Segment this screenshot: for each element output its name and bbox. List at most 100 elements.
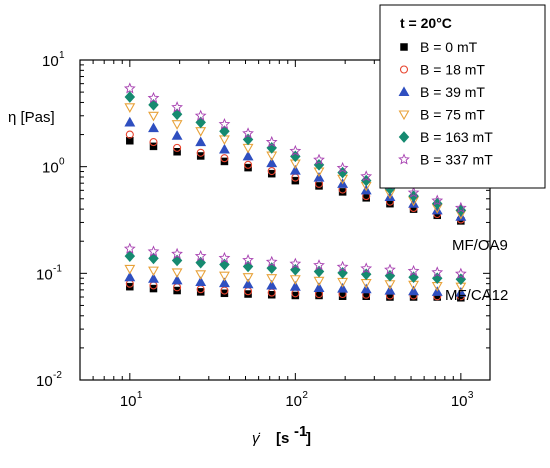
data-point-mf-ca12-triangle-up — [408, 285, 420, 296]
data-point-mf-ca12-star — [431, 266, 444, 278]
legend-label: B = 163 mT — [420, 129, 493, 145]
data-point-mf-ca12-triangle-up — [171, 274, 183, 285]
x-axis-label: γ̇ [s -1 ] — [252, 423, 311, 447]
data-point-mf-oa9-star — [431, 194, 444, 206]
data-point-mf-oa9-triangle-up — [455, 211, 467, 221]
x-tick-label-exp: 3 — [468, 390, 474, 401]
data-point-mf-oa9-star — [147, 91, 160, 104]
data-point-mf-ca12-star — [360, 262, 373, 274]
data-point-mf-oa9-star — [218, 118, 231, 130]
data-point-mf-ca12-triangle-up — [242, 278, 254, 289]
legend-label: B = 0 mT — [420, 39, 478, 55]
legend-label: B = 337 mT — [420, 152, 493, 168]
axis-ticks: 10 1 10 2 10 310 -210 -110 010 1 — [36, 50, 490, 410]
data-point-mf-oa9-square — [338, 188, 347, 196]
data-point-mf-oa9-star — [123, 82, 136, 94]
x-tick-label: 10 — [120, 393, 137, 410]
data-point-mf-oa9-triangle-up — [408, 198, 420, 208]
data-point-mf-ca12-diamond — [219, 258, 230, 271]
legend: t = 20°C B = 0 mT B = 18 mT B = 39 mT B = 7… — [379, 4, 546, 189]
data-point-mf-oa9-circle — [220, 154, 229, 163]
data-point-mf-ca12-star — [313, 259, 325, 271]
data-point-mf-ca12-star — [384, 263, 396, 275]
data-point-mf-oa9-square — [315, 182, 323, 190]
data-point-mf-oa9-circle — [149, 138, 158, 147]
data-point-mf-ca12-triangle-up — [313, 282, 325, 292]
x-tick-label: 10 — [451, 393, 468, 410]
data-point-mf-ca12-diamond — [124, 250, 136, 262]
data-point-mf-ca12-square — [267, 290, 276, 299]
data-point-mf-oa9-star — [289, 144, 302, 157]
legend-label: B = 39 mT — [420, 84, 485, 100]
data-point-mf-ca12-triangle-down — [195, 270, 207, 280]
data-point-mf-oa9-triangle-up — [384, 191, 396, 202]
y-tick-label-exp: -1 — [53, 263, 62, 274]
data-point-mf-oa9-triangle-up — [242, 150, 254, 161]
data-point-mf-ca12-triangle-down — [313, 276, 325, 287]
legend-marker-star — [398, 153, 410, 165]
data-point-mf-ca12-triangle-down — [242, 273, 254, 283]
data-point-mf-oa9-triangle-down — [148, 111, 159, 122]
data-point-mf-oa9-star — [336, 161, 349, 174]
legend-label: B = 18 mT — [420, 62, 485, 78]
data-point-mf-oa9-square — [126, 136, 134, 145]
data-point-mf-oa9-square — [267, 169, 276, 178]
data-point-mf-oa9-star — [242, 127, 254, 139]
data-point-mf-oa9-circle — [125, 130, 134, 139]
data-point-mf-ca12-triangle-up — [337, 282, 349, 293]
data-point-mf-ca12-star — [218, 251, 231, 264]
data-point-mf-oa9-triangle-up — [289, 164, 301, 175]
x-axis-unit-close: ] — [306, 430, 311, 447]
data-point-mf-oa9-triangle-down — [124, 103, 136, 113]
data-point-mf-ca12-square — [196, 288, 205, 296]
data-point-mf-ca12-star — [336, 260, 349, 272]
data-point-mf-ca12-triangle-down — [266, 274, 278, 284]
y-tick-label: 10 — [42, 160, 59, 177]
data-point-mf-ca12-triangle-up — [219, 277, 230, 288]
data-point-mf-ca12-star — [454, 267, 467, 279]
y-tick-label-exp: 1 — [59, 50, 65, 61]
x-tick-label-exp: 2 — [302, 390, 308, 401]
y-tick-label: 10 — [36, 373, 53, 390]
x-axis-unit-open: [s — [276, 430, 289, 447]
data-point-mf-oa9-triangle-up — [124, 116, 136, 127]
data-point-mf-oa9-circle — [196, 148, 205, 157]
data-point-mf-oa9-triangle-down — [171, 120, 183, 130]
data-point-mf-ca12-diamond — [242, 260, 254, 273]
data-point-mf-ca12-square — [291, 291, 300, 300]
data-point-mf-ca12-square — [244, 290, 252, 298]
legend-title: t = 20°C — [400, 15, 452, 31]
data-point-mf-oa9-star — [313, 153, 325, 165]
data-point-mf-ca12-star — [194, 249, 207, 262]
x-tick-label-exp: 1 — [137, 390, 143, 401]
legend-marker-circle — [399, 65, 409, 74]
data-point-mf-oa9-diamond — [148, 99, 159, 111]
y-axis-label: η [Pas] — [8, 109, 55, 126]
legend-label: B = 75 mT — [420, 107, 485, 123]
annotation-mf-ca12: MF/CA12 — [445, 287, 508, 304]
data-point-mf-oa9-star — [194, 109, 207, 121]
data-point-mf-ca12-star — [407, 264, 420, 277]
data-point-mf-ca12-triangle-up — [289, 281, 301, 291]
data-point-mf-ca12-triangle-up — [195, 276, 207, 287]
data-point-mf-oa9-triangle-down — [195, 127, 207, 137]
data-point-mf-oa9-square — [149, 142, 158, 151]
plot-frame — [79, 59, 491, 381]
data-point-mf-ca12-triangle-down — [148, 266, 159, 277]
x-axis-unit-exp: -1 — [294, 423, 307, 440]
data-point-mf-ca12-star — [289, 257, 302, 269]
y-tick-label-exp: -2 — [53, 370, 62, 381]
data-point-mf-ca12-star — [123, 242, 136, 254]
x-axis-symbol: γ̇ — [252, 430, 261, 447]
data-point-mf-ca12-triangle-up — [148, 273, 159, 283]
data-point-mf-ca12-triangle-down — [219, 271, 230, 282]
data-point-mf-oa9-star — [171, 101, 183, 113]
data-point-mf-oa9-diamond — [124, 91, 136, 103]
data-point-mf-oa9-triangle-down — [219, 135, 230, 146]
legend-marker-diamond — [398, 131, 410, 143]
y-tick-label: 10 — [36, 266, 53, 283]
data-point-mf-oa9-star — [360, 170, 373, 182]
data-point-mf-oa9-triangle-up — [195, 136, 207, 147]
data-point-mf-oa9-diamond — [219, 125, 230, 138]
